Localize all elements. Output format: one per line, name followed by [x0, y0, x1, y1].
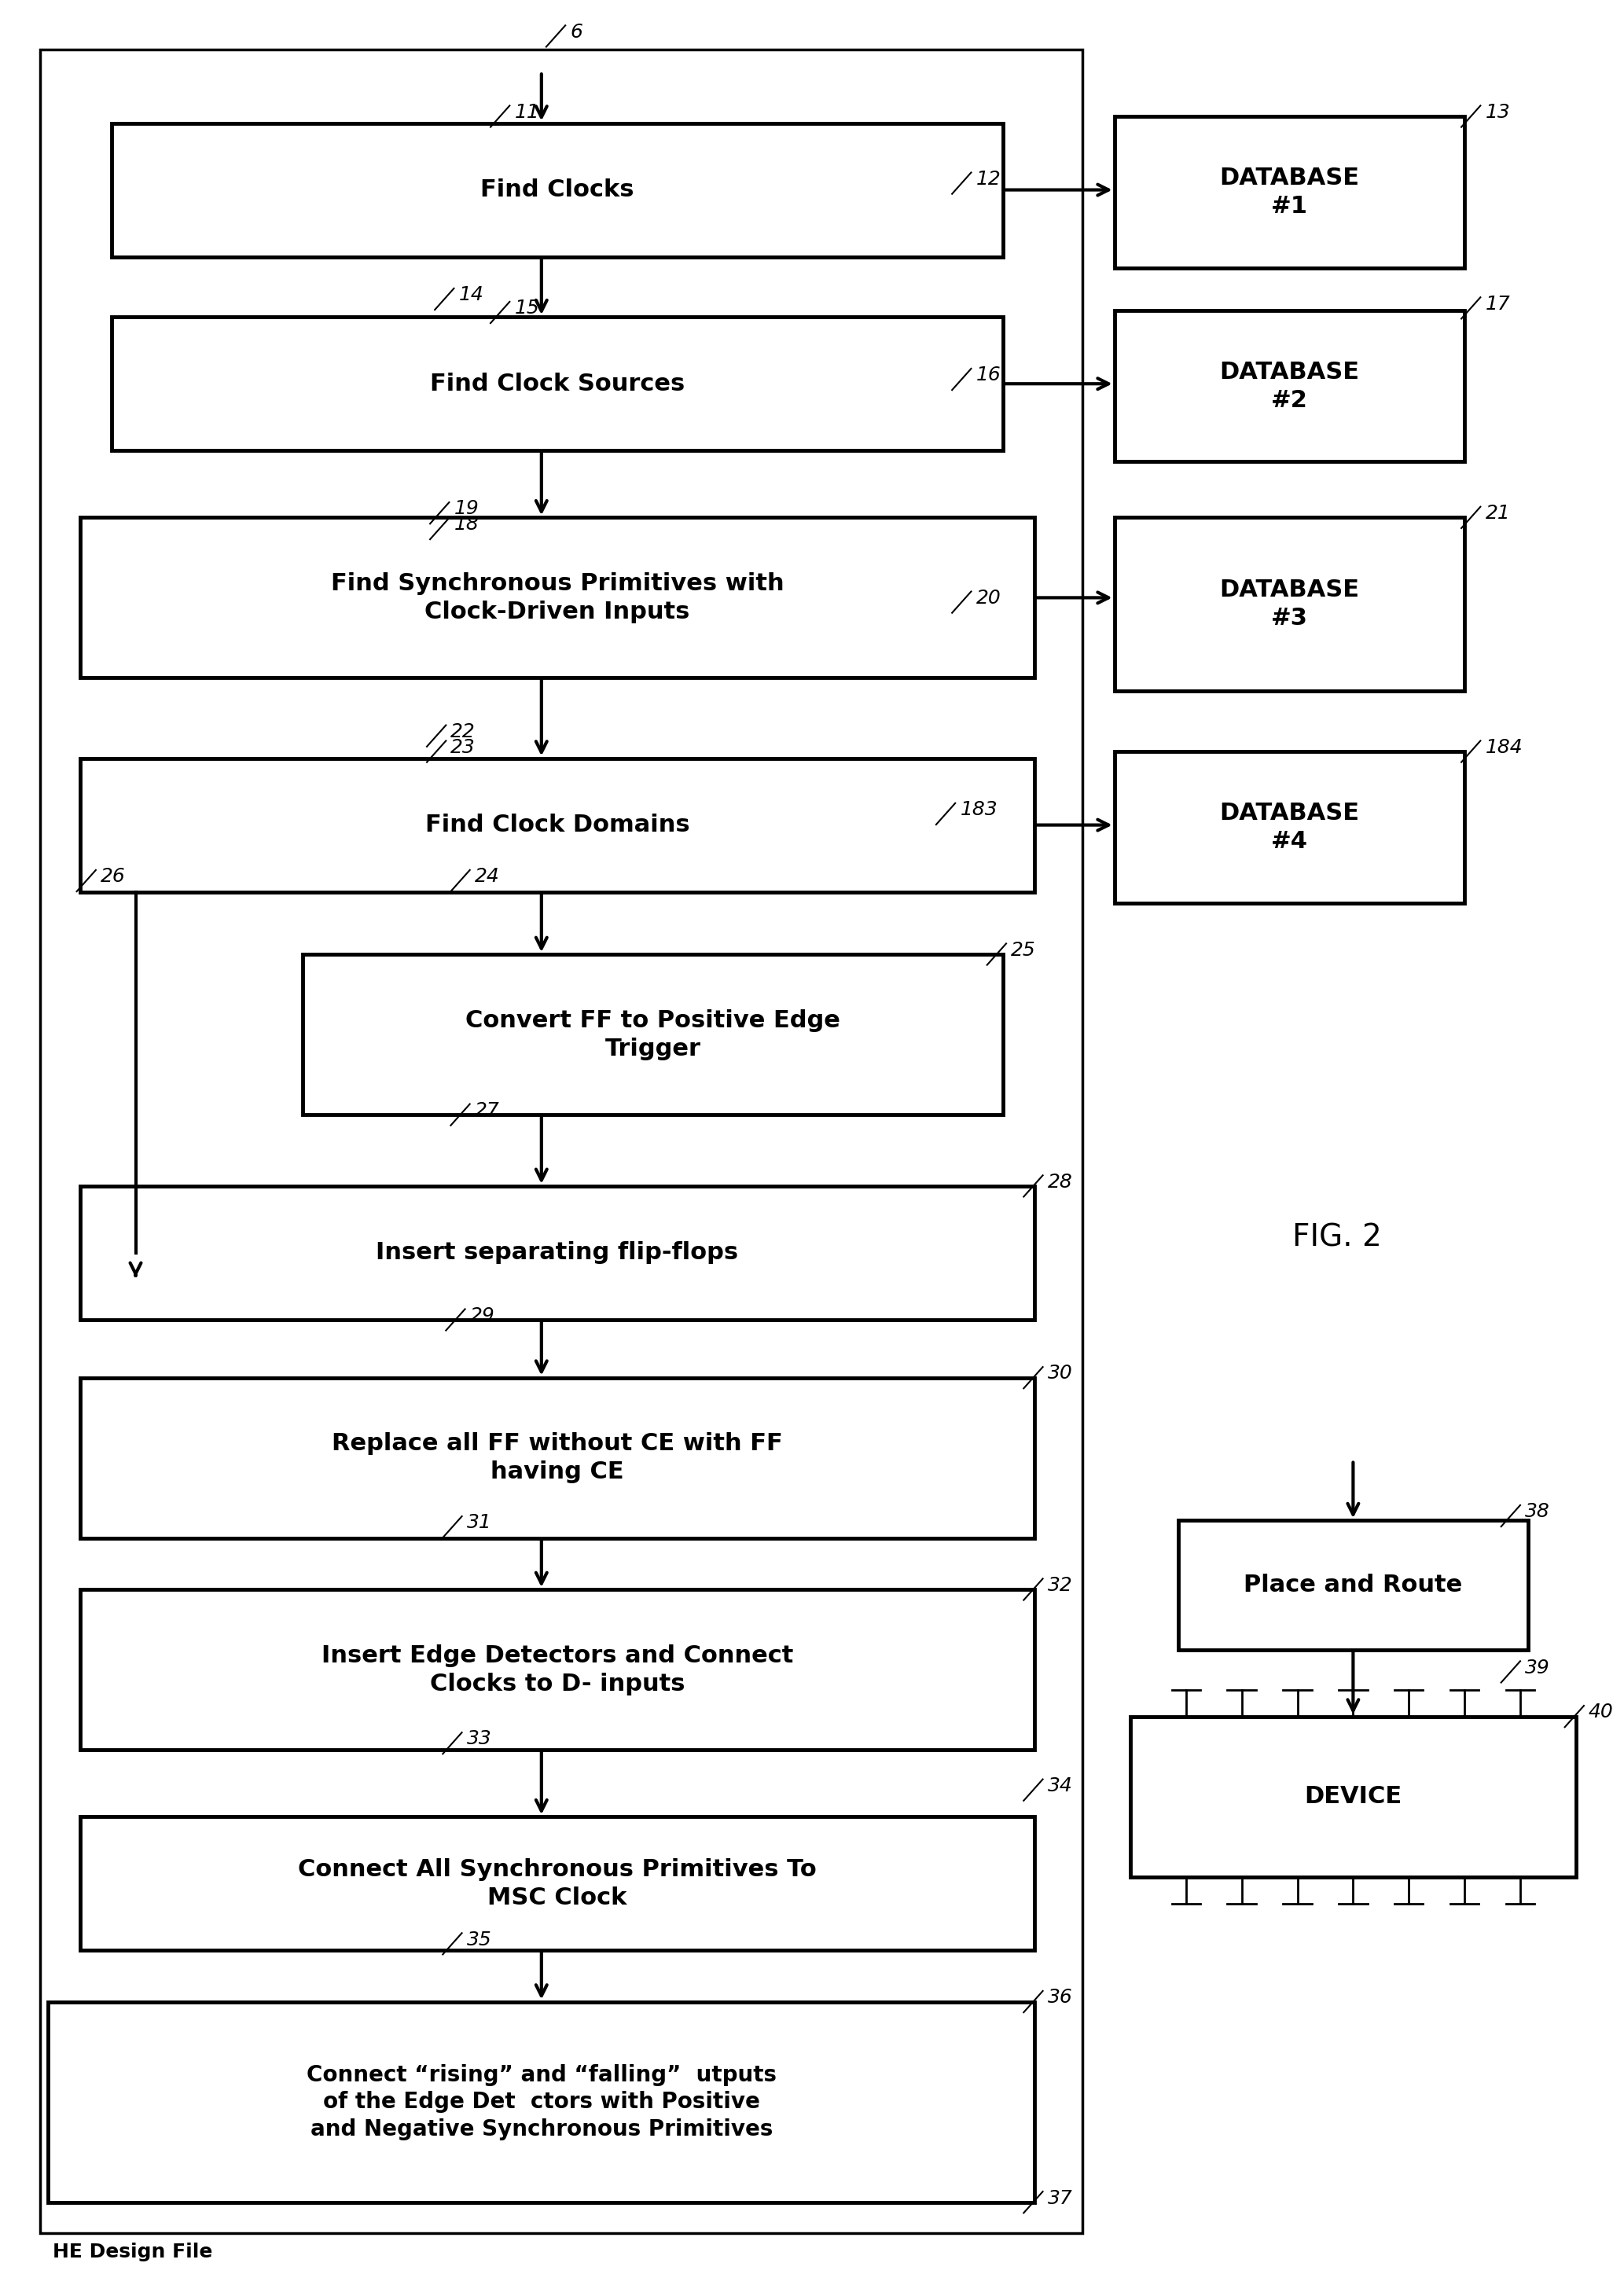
- FancyBboxPatch shape: [1130, 1717, 1575, 1876]
- FancyBboxPatch shape: [80, 757, 1034, 891]
- Text: Find Clock Domains: Find Clock Domains: [425, 814, 690, 837]
- Text: DATABASE
#4: DATABASE #4: [1220, 803, 1359, 853]
- Text: 13: 13: [1486, 102, 1510, 123]
- Text: 14: 14: [458, 287, 484, 305]
- Text: Place and Route: Place and Route: [1244, 1574, 1463, 1596]
- FancyBboxPatch shape: [1114, 518, 1465, 691]
- FancyBboxPatch shape: [80, 1590, 1034, 1751]
- Text: 21: 21: [1486, 505, 1510, 523]
- Text: 23: 23: [451, 739, 476, 757]
- Text: 20: 20: [976, 589, 1000, 607]
- FancyBboxPatch shape: [80, 1378, 1034, 1537]
- FancyBboxPatch shape: [1114, 750, 1465, 903]
- Text: 11: 11: [515, 102, 539, 123]
- FancyBboxPatch shape: [112, 316, 1004, 450]
- Text: 15: 15: [515, 298, 539, 318]
- Text: 39: 39: [1525, 1658, 1549, 1678]
- FancyBboxPatch shape: [80, 1817, 1034, 1951]
- Text: 25: 25: [1010, 941, 1036, 960]
- Text: 29: 29: [469, 1305, 495, 1326]
- Text: 37: 37: [1047, 2188, 1072, 2208]
- Text: 17: 17: [1486, 293, 1510, 314]
- Text: 31: 31: [466, 1514, 492, 1533]
- Text: 32: 32: [1047, 1576, 1072, 1594]
- Text: Insert separating flip-flops: Insert separating flip-flops: [377, 1242, 739, 1264]
- Text: 40: 40: [1588, 1703, 1614, 1721]
- Text: Insert Edge Detectors and Connect
Clocks to D- inputs: Insert Edge Detectors and Connect Clocks…: [322, 1644, 793, 1694]
- Text: Connect All Synchronous Primitives To
MSC Clock: Connect All Synchronous Primitives To MS…: [299, 1858, 817, 1910]
- FancyBboxPatch shape: [1177, 1521, 1528, 1649]
- Text: Find Synchronous Primitives with
Clock-Driven Inputs: Find Synchronous Primitives with Clock-D…: [331, 573, 784, 623]
- Text: 26: 26: [101, 866, 125, 887]
- Text: 28: 28: [1047, 1173, 1072, 1192]
- Text: Connect “rising” and “falling”  utputs
of the Edge Det  ctors with Positive
and : Connect “rising” and “falling” utputs of…: [307, 2065, 776, 2140]
- Text: Find Clocks: Find Clocks: [481, 177, 635, 202]
- Text: Replace all FF without CE with FF
having CE: Replace all FF without CE with FF having…: [331, 1433, 783, 1483]
- Text: 183: 183: [960, 800, 997, 819]
- Text: DEVICE: DEVICE: [1304, 1785, 1402, 1808]
- Text: 19: 19: [455, 500, 479, 518]
- Text: 24: 24: [474, 866, 500, 887]
- Text: 27: 27: [474, 1101, 500, 1121]
- FancyBboxPatch shape: [302, 955, 1004, 1114]
- FancyBboxPatch shape: [80, 518, 1034, 678]
- Text: 35: 35: [466, 1931, 492, 1949]
- Text: HE Design File: HE Design File: [54, 2242, 213, 2260]
- Text: 34: 34: [1047, 1776, 1072, 1794]
- Text: FIG. 2: FIG. 2: [1293, 1223, 1382, 1253]
- Text: 33: 33: [466, 1731, 492, 1749]
- FancyBboxPatch shape: [112, 123, 1004, 257]
- FancyBboxPatch shape: [80, 1187, 1034, 1319]
- Text: DATABASE
#1: DATABASE #1: [1220, 166, 1359, 218]
- Text: DATABASE
#2: DATABASE #2: [1220, 362, 1359, 412]
- FancyBboxPatch shape: [49, 2001, 1034, 2201]
- Text: 38: 38: [1525, 1503, 1549, 1521]
- Text: 12: 12: [976, 171, 1000, 189]
- Text: 6: 6: [570, 23, 583, 41]
- Text: 184: 184: [1486, 739, 1523, 757]
- Text: Find Clock Sources: Find Clock Sources: [430, 373, 685, 396]
- Text: 16: 16: [976, 366, 1000, 384]
- FancyBboxPatch shape: [1114, 116, 1465, 268]
- FancyBboxPatch shape: [1114, 309, 1465, 462]
- Text: 22: 22: [451, 723, 476, 741]
- Text: 36: 36: [1047, 1987, 1072, 2008]
- Text: 30: 30: [1047, 1364, 1072, 1383]
- Text: DATABASE
#3: DATABASE #3: [1220, 580, 1359, 630]
- Text: 18: 18: [455, 516, 479, 534]
- Text: Convert FF to Positive Edge
Trigger: Convert FF to Positive Edge Trigger: [466, 1010, 840, 1060]
